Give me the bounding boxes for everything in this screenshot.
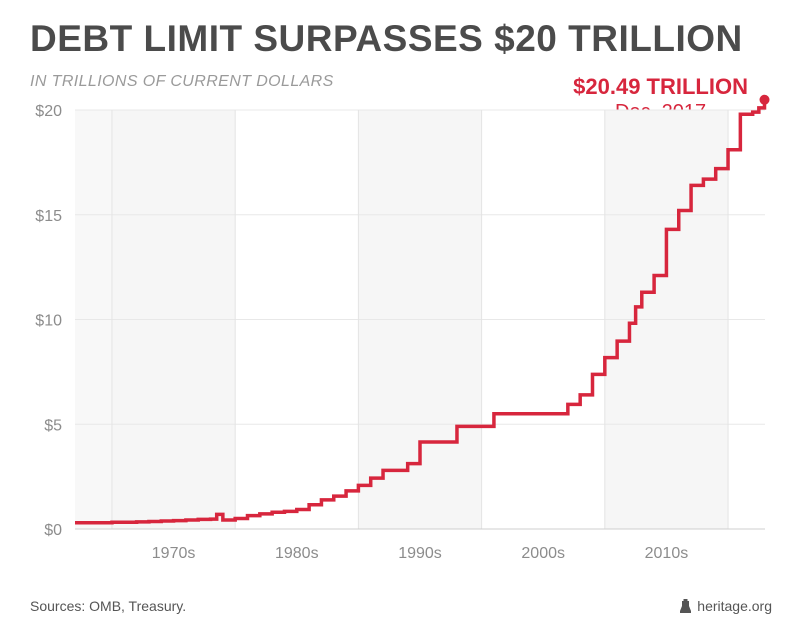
x-axis-ticks: 1970s 1980s 1990s 2000s 2010s [152,545,688,562]
sources-note: Sources: OMB, Treasury. [30,598,187,614]
brand-name: heritage.org [697,598,772,614]
y-axis-ticks: $0 $5 $10 $15 $20 [35,103,62,539]
y-tick-label: $10 [35,313,62,330]
y-tick-label: $15 [35,208,62,225]
y-tick-label: $5 [44,417,62,434]
chart-title: DEBT LIMIT SURPASSES $20 TRILLION [30,18,743,59]
x-tick-label: 1990s [398,545,442,562]
x-tick-label: 1980s [275,545,319,562]
y-tick-label: $0 [44,522,62,539]
x-tick-label: 2000s [521,545,565,562]
chart-subtitle: IN TRILLIONS OF CURRENT DOLLARS [30,73,334,90]
debt-limit-series-line [75,99,767,525]
endpoint-value-label: $20.49 TRILLION [573,74,748,99]
heritage-bell-icon [680,599,692,613]
x-tick-label: 1970s [152,545,196,562]
x-tick-label: 2010s [645,545,689,562]
y-tick-label: $20 [35,103,62,120]
brand-credit[interactable]: heritage.org [680,598,772,614]
endpoint-marker [759,94,770,105]
